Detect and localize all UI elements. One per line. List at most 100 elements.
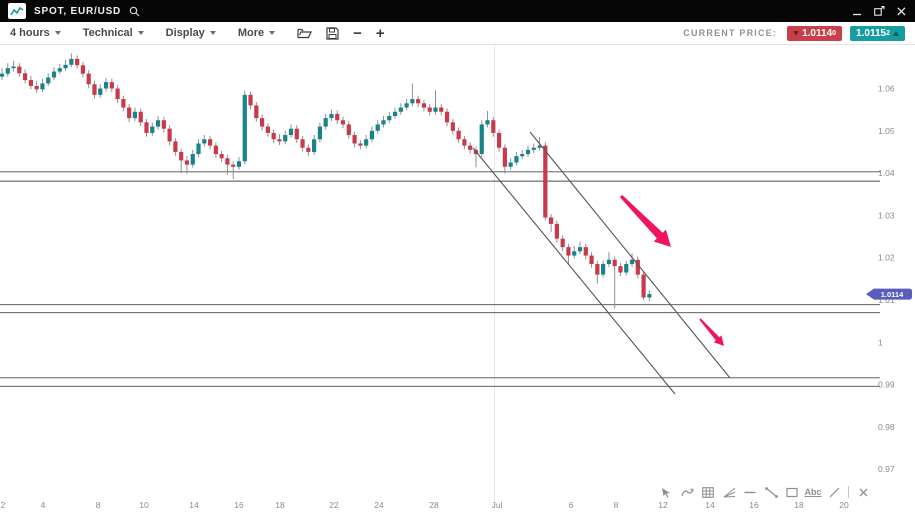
candlestick	[520, 154, 525, 157]
candlestick	[427, 107, 432, 112]
candlestick	[647, 294, 652, 298]
y-axis-label: 0.98	[878, 422, 895, 432]
technical-dropdown[interactable]: Technical	[83, 27, 144, 39]
candlestick	[491, 120, 496, 133]
current-price-zone: CURRENT PRICE: 1.0114 0 1.0115 2	[683, 25, 905, 41]
x-axis-label: 14	[189, 500, 199, 510]
down-arrow-annotation[interactable]	[699, 318, 724, 346]
close-icon[interactable]	[895, 5, 907, 17]
candlestick	[283, 135, 288, 142]
trend-line-tool-icon[interactable]	[764, 485, 778, 499]
candlestick	[601, 264, 606, 275]
x-axis-label: 16	[234, 500, 244, 510]
ask-price-subdigit: 2	[886, 29, 890, 37]
trend-line[interactable]	[529, 131, 731, 379]
trend-line[interactable]	[472, 147, 676, 395]
rectangle-tool-icon[interactable]	[785, 485, 799, 499]
candlestick	[57, 68, 62, 72]
curved-line-tool-icon[interactable]	[680, 485, 694, 499]
display-dropdown-label: Display	[165, 27, 205, 39]
zoom-out-icon[interactable]: −	[353, 26, 362, 41]
candlestick	[462, 139, 467, 146]
candlestick	[271, 132, 276, 140]
candlestick	[410, 99, 415, 104]
candlestick	[167, 128, 172, 142]
more-dropdown[interactable]: More	[237, 27, 276, 39]
y-axis-label: 1.03	[878, 210, 895, 220]
candlestick	[294, 128, 299, 140]
candlestick	[416, 99, 421, 104]
ask-price-badge: 1.0115 2	[850, 25, 905, 41]
down-arrow-annotation[interactable]	[619, 194, 671, 247]
x-axis-label: 10	[139, 500, 149, 510]
candlestick	[346, 124, 351, 136]
line-tool-icon[interactable]	[827, 485, 841, 499]
candlestick	[213, 145, 218, 155]
chevron-down-icon	[137, 31, 144, 35]
candlestick	[629, 259, 635, 265]
current-price-tag	[866, 288, 912, 300]
zoom-in-icon[interactable]: +	[376, 26, 385, 41]
search-icon[interactable]	[129, 6, 140, 17]
candlestick	[479, 124, 484, 155]
candlestick	[28, 80, 33, 86]
fan-lines-tool-icon[interactable]	[722, 485, 736, 499]
timeframe-dropdown[interactable]: 4 hours	[10, 27, 61, 39]
chart-area[interactable]: 1.06 1.05 1.04 1.03 1.02 1.01 1 0.99 0.98 0.97 2 4 8…	[0, 45, 915, 517]
candlestick	[312, 139, 317, 152]
y-axis-label: 1.04	[878, 168, 895, 178]
candlestick	[109, 82, 114, 89]
candlestick	[17, 66, 22, 74]
restore-window-icon[interactable]	[873, 5, 885, 17]
candlestick	[242, 94, 247, 162]
timeframe-dropdown-label: 4 hours	[10, 27, 50, 39]
minimize-icon[interactable]	[851, 5, 863, 17]
zoom-in-label: +	[375, 24, 385, 42]
candlestick	[421, 103, 427, 108]
candlestick	[381, 120, 386, 125]
candlestick	[34, 85, 39, 90]
open-folder-icon[interactable]	[297, 27, 313, 39]
y-axis-label: 0.99	[878, 380, 895, 390]
candlestick	[577, 247, 583, 252]
y-axis-label: 1.05	[878, 126, 895, 136]
candlestick	[121, 99, 126, 108]
candlestick	[404, 103, 409, 108]
candlestick	[508, 162, 513, 167]
display-dropdown[interactable]: Display	[166, 27, 216, 39]
candlestick	[115, 88, 120, 100]
candlestick	[40, 83, 45, 90]
candlestick	[583, 247, 588, 256]
candlestick	[439, 107, 444, 112]
candlestick	[265, 126, 270, 133]
candlestick	[80, 65, 86, 74]
x-axis-label: 6	[569, 500, 574, 510]
candlestick	[51, 71, 57, 78]
x-axis-label: 8	[96, 500, 101, 510]
candlestick	[635, 259, 640, 275]
candlestick	[433, 107, 438, 112]
grid-tool-icon[interactable]	[701, 485, 715, 499]
candlestick	[502, 147, 507, 167]
candlestick	[190, 154, 195, 165]
more-dropdown-label: More	[237, 27, 265, 39]
candlestick	[572, 251, 577, 256]
pointer-tool-icon[interactable]	[659, 485, 673, 499]
x-axis-label: 18	[794, 500, 804, 510]
chevron-down-icon	[54, 31, 61, 35]
candlestick	[358, 143, 363, 146]
x-axis-label: 28	[429, 500, 439, 510]
x-axis-label: 22	[329, 500, 339, 510]
candlestick	[531, 147, 536, 150]
candlestick	[340, 120, 346, 125]
x-axis-label: 12	[658, 500, 668, 510]
candlestick	[196, 143, 201, 155]
candlestick	[444, 111, 450, 123]
candlestick	[543, 145, 548, 218]
save-icon[interactable]	[326, 26, 339, 40]
text-tool-icon[interactable]: Abc	[805, 485, 822, 499]
close-drawbar-icon[interactable]	[856, 485, 870, 499]
candlestick	[514, 156, 519, 163]
horizontal-line-tool-icon[interactable]	[743, 485, 757, 499]
